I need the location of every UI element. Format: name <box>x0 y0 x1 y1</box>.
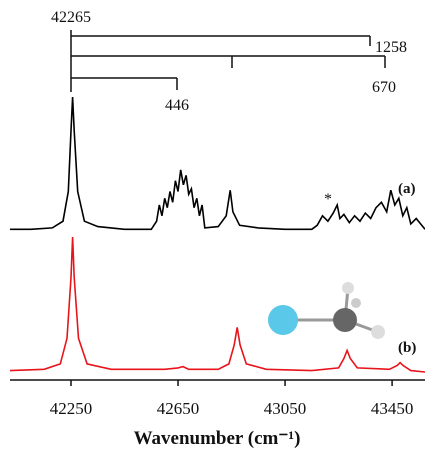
trace-label: (a) <box>398 181 416 197</box>
spectrum-line <box>10 97 425 229</box>
spectrum-line <box>10 237 425 372</box>
annotation: 42265 <box>51 9 91 26</box>
molecule-icon <box>268 282 385 339</box>
x-tick-label: 42650 <box>157 399 200 418</box>
x-tick-label: 43450 <box>371 399 414 418</box>
level-brackets <box>71 30 385 92</box>
x-tick-label: 42250 <box>50 399 93 418</box>
annotation: 670 <box>372 79 396 96</box>
annotation: 446 <box>165 97 189 114</box>
x-tick-label: 43050 <box>264 399 307 418</box>
trace-label: (b) <box>398 340 416 356</box>
annotation: * <box>324 191 332 208</box>
annotation: 1258 <box>375 39 407 56</box>
x-axis-label: Wavenumber (cm⁻¹) <box>134 428 301 449</box>
chart: 42265 1258 670 446 * Wavenumber (cm⁻¹) 4… <box>0 0 425 455</box>
